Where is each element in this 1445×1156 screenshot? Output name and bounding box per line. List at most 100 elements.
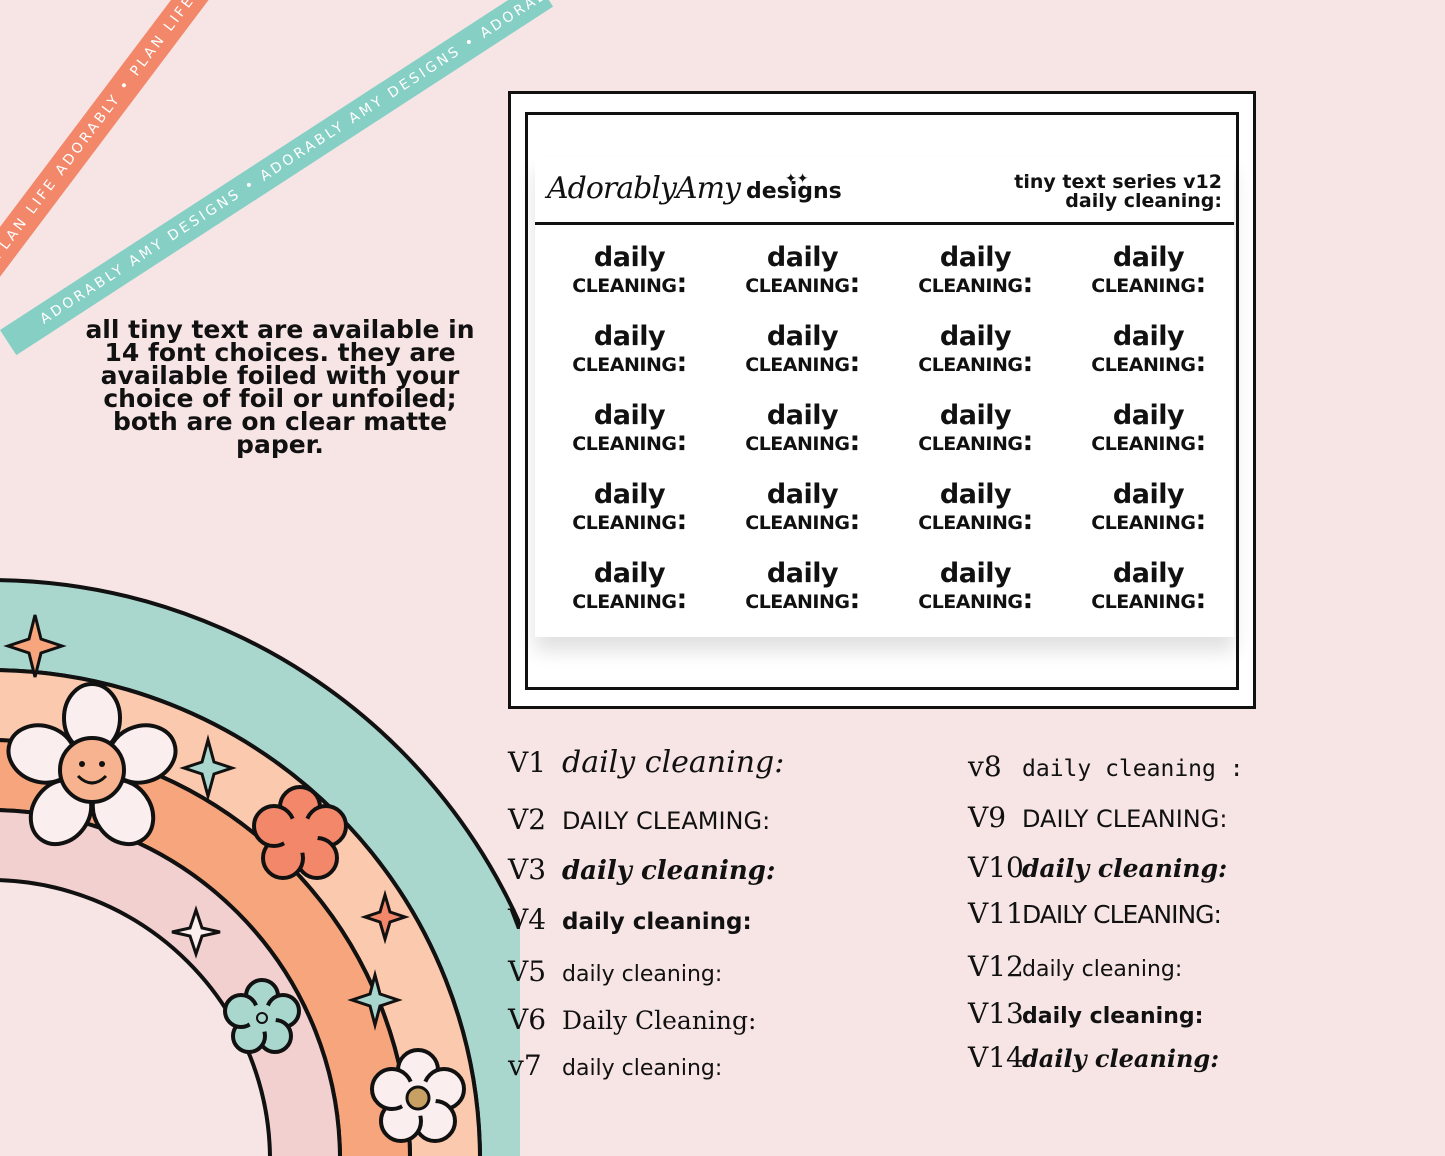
sticker-line2: cleaning:: [918, 268, 1033, 299]
font-option-row: V6 Daily Cleaning:: [508, 1003, 756, 1036]
font-list-left: V1 daily cleaning: V2 DAILY CLEAMING: V3 dail…: [508, 745, 928, 1085]
font-sample-text: Daily Cleaning:: [562, 1006, 757, 1035]
sticker-line1: daily: [766, 242, 839, 273]
font-sample-text: DAILY CLEANING:: [1022, 900, 1222, 929]
sticker-line1: daily: [593, 400, 666, 431]
sticker-grid: daily cleaning: daily cleaning: daily cleanin…: [543, 242, 1235, 640]
font-option-row: V13 daily cleaning:: [968, 997, 1203, 1030]
font-version-label: v8: [968, 750, 1002, 783]
coral-flower-icon: [252, 785, 348, 880]
white-flower-icon: [370, 1048, 466, 1143]
sparkle-icon: [347, 969, 403, 1031]
sticker-line1: daily: [1112, 321, 1185, 352]
sticker-line1: daily: [939, 479, 1012, 510]
sticker: daily cleaning:: [1062, 558, 1235, 640]
font-option-row: v7 daily cleaning:: [508, 1049, 722, 1082]
sticker: daily cleaning:: [889, 242, 1062, 324]
sticker-line1: daily: [939, 242, 1012, 273]
sticker-line2: cleaning:: [1091, 268, 1206, 299]
sticker-line2: cleaning:: [918, 426, 1033, 457]
font-sample-text: DAILY CLEANING:: [1022, 805, 1228, 833]
font-list-right: v8 daily cleaning : V9 DAILY CLEANING: V10 da…: [968, 745, 1368, 1085]
sticker-line2: cleaning:: [572, 347, 687, 378]
sticker-line2: cleaning:: [1091, 584, 1206, 615]
sticker-line2: cleaning:: [918, 505, 1033, 536]
mint-flower-icon: [223, 978, 301, 1054]
font-option-row: V10 daily cleaning:: [968, 851, 1227, 884]
sticker: daily cleaning:: [716, 242, 889, 324]
font-version-label: V13: [968, 997, 1024, 1030]
font-sample-text: daily cleaning:: [1022, 1004, 1204, 1029]
sticker-line2: cleaning:: [1091, 347, 1206, 378]
sticker-line1: daily: [939, 400, 1012, 431]
sticker: daily cleaning:: [543, 481, 716, 561]
font-sample-text: daily cleaning:: [1022, 1044, 1220, 1073]
sticker-line2: cleaning:: [918, 584, 1033, 615]
sparkle-icon: [3, 614, 67, 678]
sticker-line2: cleaning:: [572, 426, 687, 457]
font-sample-text: daily cleaning:: [562, 856, 776, 886]
font-sample-text: daily cleaning:: [562, 962, 723, 987]
sticker-line1: daily: [1112, 558, 1185, 589]
sticker: daily cleaning:: [1062, 400, 1235, 482]
font-version-label: V6: [508, 1003, 547, 1036]
sticker-line2: cleaning:: [572, 505, 687, 536]
sticker-line1: daily: [1112, 400, 1185, 431]
font-version-label: V11: [968, 897, 1024, 930]
sticker-line1: daily: [593, 558, 666, 589]
sticker-line2: cleaning:: [918, 347, 1033, 378]
sticker: daily cleaning:: [543, 400, 716, 482]
sticker-line2: cleaning:: [572, 584, 687, 615]
font-version-label: V4: [508, 903, 547, 936]
sticker-line2: cleaning:: [1091, 426, 1206, 457]
font-version-label: v7: [508, 1049, 542, 1082]
info-text: all tiny text are available in 14 font c…: [85, 315, 475, 459]
font-version-label: V10: [968, 851, 1024, 884]
font-version-label: V9: [968, 801, 1007, 834]
font-version-label: V12: [968, 950, 1024, 983]
sticker: daily cleaning:: [889, 560, 1062, 640]
sticker: daily cleaning:: [543, 558, 716, 640]
sticker: daily cleaning:: [716, 558, 889, 640]
sticker-line2: cleaning:: [745, 268, 860, 299]
sticker-line1: daily: [593, 242, 666, 273]
smiley-daisy-icon: [6, 682, 178, 847]
rainbow-decoration: [0, 578, 520, 1156]
sticker-line1: daily: [1112, 242, 1185, 273]
font-version-label: V2: [508, 803, 547, 836]
sticker-line1: daily: [766, 558, 839, 589]
font-option-row: V9 DAILY CLEANING:: [968, 801, 1227, 834]
sticker: daily cleaning:: [716, 321, 889, 403]
adorably-amy-designs-ribbon: ADORABLY AMY DESIGNS • ADORABLY AMY DESI…: [0, 0, 554, 356]
sticker-line1: daily: [766, 479, 839, 510]
font-option-row: V2 DAILY CLEAMING:: [508, 803, 770, 836]
sparkle-icon: [171, 905, 221, 959]
brand-logo: AdorablyAmy designs: [547, 171, 842, 206]
font-version-label: V1: [508, 746, 547, 779]
sticker-sheet: AdorablyAmy designs ✦✦ tiny text series v…: [535, 157, 1234, 637]
sticker: daily cleaning:: [716, 479, 889, 561]
sticker-line2: cleaning:: [745, 347, 860, 378]
sticker: daily cleaning:: [1062, 242, 1235, 324]
font-option-row: V4 daily cleaning:: [508, 903, 752, 936]
sticker: daily cleaning:: [1062, 321, 1235, 403]
font-sample-text: daily cleaning :: [1022, 756, 1244, 782]
sticker-line1: daily: [939, 321, 1012, 352]
sticker-line2: cleaning:: [1091, 505, 1206, 536]
sticker-line1: daily: [593, 321, 666, 352]
font-version-label: V14: [968, 1041, 1024, 1074]
sticker: daily cleaning:: [889, 321, 1062, 403]
font-option-row: V1 daily cleaning:: [508, 745, 784, 780]
sticker-line1: daily: [766, 321, 839, 352]
sticker: daily cleaning:: [543, 242, 716, 324]
sticker: daily cleaning:: [543, 321, 716, 403]
font-sample-text: daily cleaning:: [562, 1056, 723, 1081]
font-version-label: V5: [508, 955, 547, 988]
series-title: tiny text series v12 daily cleaning:: [1014, 171, 1222, 212]
font-option-row: V3 daily cleaning:: [508, 853, 776, 886]
sparkle-icon: [360, 889, 410, 945]
font-sample-text: daily cleaning:: [562, 745, 785, 780]
font-sample-text: daily cleaning:: [562, 909, 752, 935]
font-option-row: V12 daily cleaning:: [968, 950, 1182, 983]
font-option-row: V14 daily cleaning:: [968, 1041, 1219, 1074]
